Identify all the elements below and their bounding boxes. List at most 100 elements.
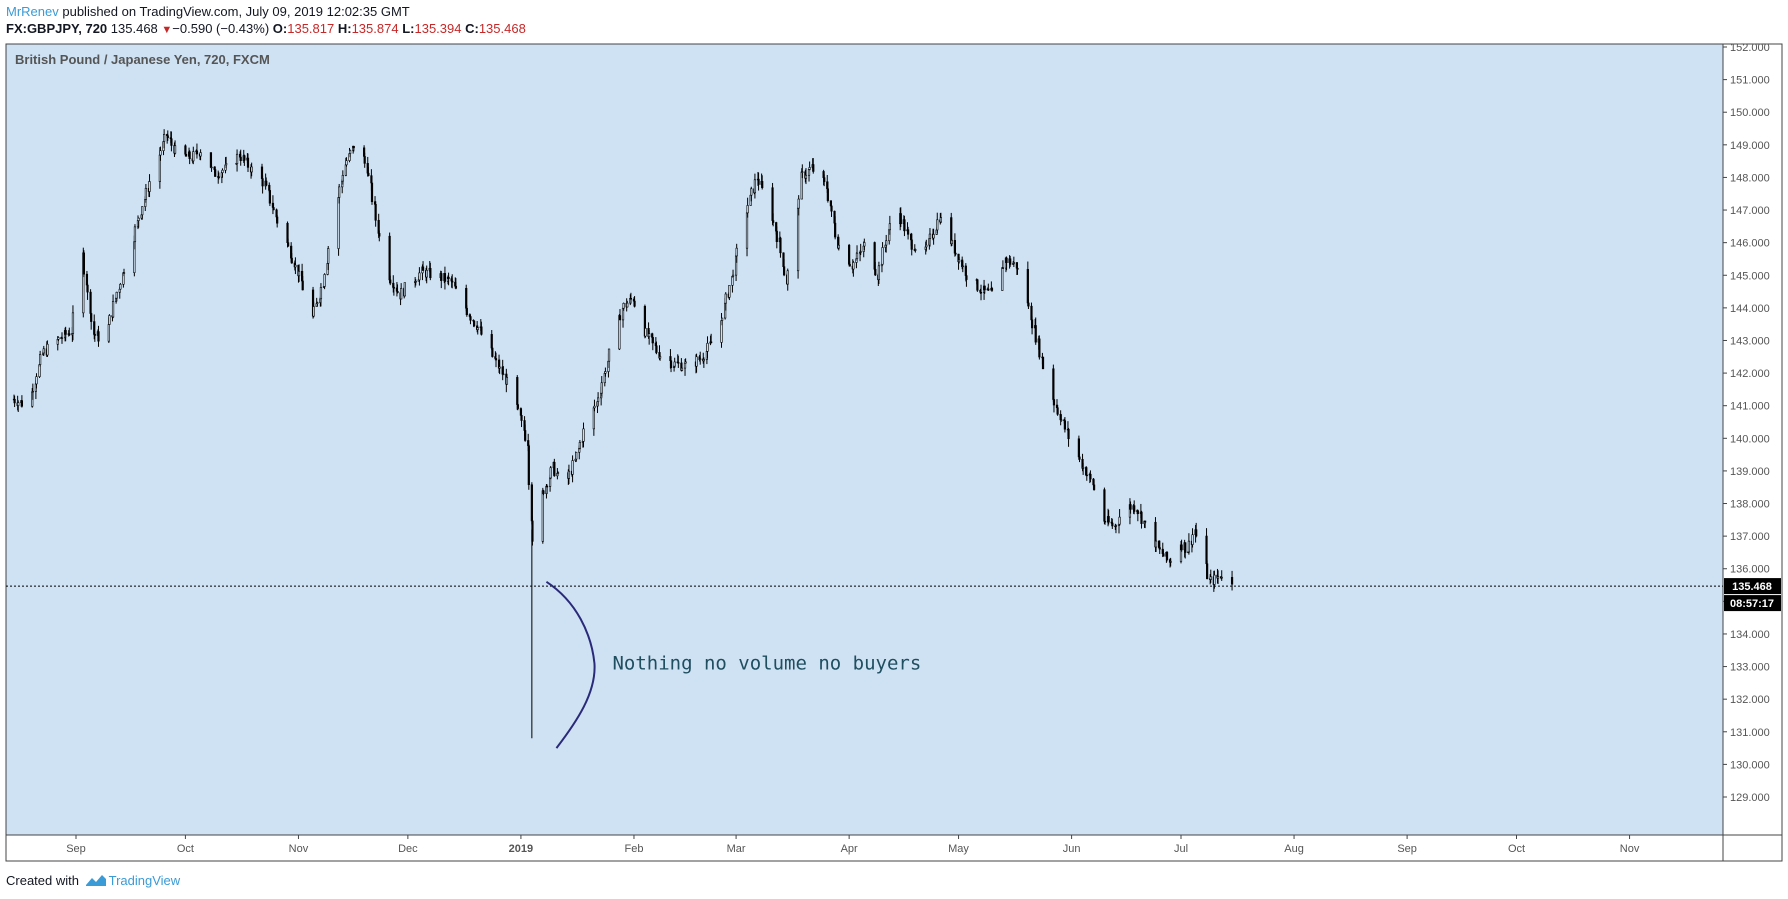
candle-body bbox=[1195, 529, 1198, 537]
candle-body bbox=[677, 362, 680, 364]
candle-body bbox=[582, 428, 585, 442]
candle-body bbox=[323, 274, 326, 287]
candle-body bbox=[20, 400, 23, 407]
y-tick-label: 134.000 bbox=[1730, 629, 1770, 641]
candle-body bbox=[261, 178, 264, 187]
candle-body bbox=[549, 467, 552, 479]
candle-body bbox=[684, 361, 687, 364]
open-value: 135.817 bbox=[287, 21, 335, 36]
candle-body bbox=[451, 280, 454, 283]
candle-body bbox=[958, 259, 961, 263]
y-tick-label: 133.000 bbox=[1730, 662, 1770, 674]
candle-body bbox=[655, 345, 658, 353]
x-tick-label: Sep bbox=[1397, 843, 1417, 855]
candle-body bbox=[965, 275, 968, 280]
candle-body bbox=[553, 461, 556, 477]
candle-body bbox=[418, 272, 421, 281]
candle-body bbox=[745, 212, 749, 249]
candle-body bbox=[976, 279, 979, 291]
candle-body bbox=[210, 166, 213, 169]
candle-body bbox=[1089, 473, 1092, 480]
candle-body bbox=[297, 270, 301, 277]
candle-body bbox=[541, 490, 544, 542]
candle-body bbox=[39, 354, 42, 365]
candle-body bbox=[301, 280, 304, 291]
candle-body bbox=[1027, 302, 1030, 307]
candle-body bbox=[1187, 540, 1190, 553]
plot-area[interactable] bbox=[5, 43, 1724, 836]
candle-body bbox=[556, 472, 560, 474]
candle-body bbox=[932, 234, 935, 239]
candle-body bbox=[651, 333, 654, 338]
candle-body bbox=[939, 217, 943, 223]
candle-body bbox=[396, 290, 399, 294]
candle-body bbox=[1107, 516, 1110, 523]
candle-body bbox=[848, 244, 851, 265]
candle-body bbox=[808, 167, 811, 170]
close-value: 135.468 bbox=[478, 21, 526, 36]
candle-body bbox=[447, 276, 450, 279]
candle-body bbox=[337, 197, 340, 249]
candle-body bbox=[1026, 269, 1029, 304]
candle-body bbox=[1111, 522, 1114, 527]
candle-body bbox=[505, 377, 509, 385]
candle-body bbox=[89, 291, 92, 314]
candle-body bbox=[530, 484, 533, 522]
candle-body bbox=[378, 233, 381, 237]
candle-body bbox=[761, 181, 764, 189]
candle-body bbox=[1114, 525, 1118, 527]
candle-body bbox=[1216, 576, 1220, 579]
candle-body bbox=[97, 331, 100, 342]
candle-body bbox=[71, 312, 75, 334]
candle-body bbox=[852, 262, 855, 270]
candle-body bbox=[680, 367, 684, 371]
candle-body bbox=[349, 150, 352, 154]
time-axis[interactable] bbox=[5, 834, 1724, 862]
candle-body bbox=[148, 181, 151, 192]
candle-body bbox=[469, 316, 472, 321]
candle-body bbox=[658, 356, 662, 359]
candle-body bbox=[1133, 505, 1136, 512]
candle-body bbox=[983, 285, 986, 291]
candle-body bbox=[571, 460, 574, 475]
candle-body bbox=[250, 166, 253, 173]
y-tick-label: 146.000 bbox=[1730, 238, 1770, 250]
candle-body bbox=[287, 242, 290, 247]
candle-body bbox=[312, 306, 315, 317]
candle-body bbox=[316, 302, 319, 304]
candle-body bbox=[706, 342, 709, 352]
x-tick-label: Oct bbox=[177, 843, 194, 855]
candle-body bbox=[1078, 456, 1081, 460]
candle-body bbox=[465, 307, 468, 316]
candle-body bbox=[1034, 325, 1037, 343]
x-tick-label: Feb bbox=[624, 843, 643, 855]
tradingview-link[interactable]: TradingView bbox=[108, 873, 181, 888]
candle-body bbox=[192, 151, 195, 162]
candle-body bbox=[68, 333, 71, 336]
candle-body bbox=[1213, 574, 1216, 585]
candle-body bbox=[159, 150, 162, 156]
candle-body bbox=[440, 273, 443, 281]
y-tick-label: 140.000 bbox=[1730, 433, 1770, 445]
candle-body bbox=[1103, 489, 1106, 522]
candle-body bbox=[775, 230, 778, 243]
candle-body bbox=[753, 179, 757, 194]
candle-body bbox=[710, 341, 713, 343]
candle-body bbox=[855, 252, 859, 260]
candle-body bbox=[796, 207, 800, 272]
publication-info: MrRenev published on TradingView.com, Ju… bbox=[6, 4, 410, 20]
candle-body bbox=[1085, 474, 1088, 477]
candle-body bbox=[1016, 267, 1019, 270]
candle-body bbox=[221, 169, 224, 173]
candle-body bbox=[276, 216, 279, 224]
candle-body bbox=[1038, 338, 1041, 358]
candle-body bbox=[600, 382, 603, 394]
candle-body bbox=[367, 172, 370, 176]
candle-body bbox=[779, 237, 782, 254]
author-link[interactable]: MrRenev bbox=[6, 4, 59, 19]
candle-body bbox=[651, 337, 654, 344]
candle-body bbox=[899, 213, 902, 225]
candle-body bbox=[1184, 542, 1187, 553]
candle-body bbox=[17, 402, 20, 406]
